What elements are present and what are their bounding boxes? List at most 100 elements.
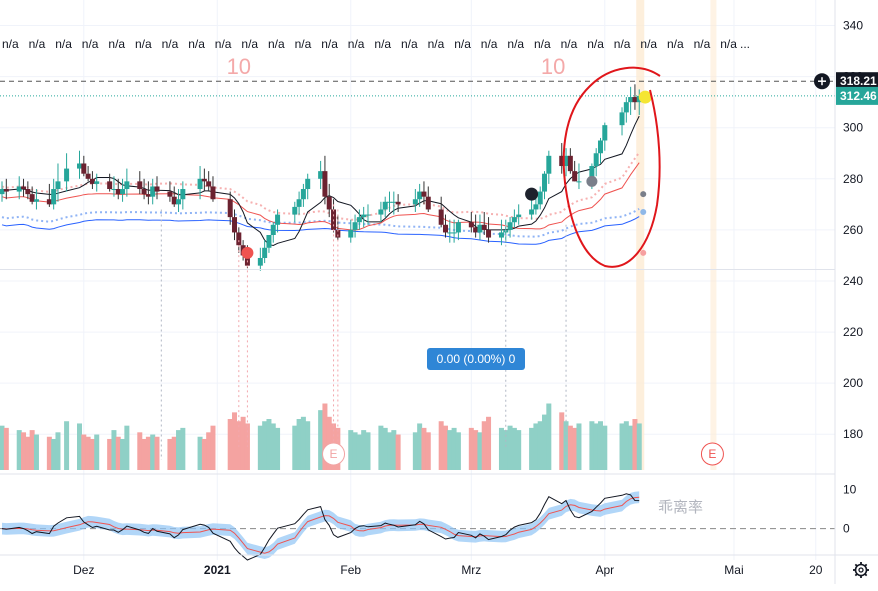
candle-body (46, 199, 52, 205)
candle-body (257, 257, 263, 266)
na-value: n/a (561, 37, 578, 51)
candle-body (33, 199, 39, 202)
na-value: n/a (694, 37, 711, 51)
price-tick-label: 180 (843, 427, 863, 441)
add-alert-icon[interactable] (814, 73, 830, 90)
candle-body (619, 112, 625, 126)
candle-body (563, 155, 569, 167)
candle-body (632, 97, 638, 103)
candle-body (425, 196, 431, 210)
volume-bar (473, 430, 479, 470)
future-date-highlight (710, 0, 717, 470)
volume-bar (511, 427, 517, 470)
volume-bar (348, 430, 354, 470)
na-value: n/a (374, 37, 391, 51)
candle-body (628, 97, 634, 103)
volume-bar (417, 423, 423, 470)
volume-bar (270, 423, 276, 470)
candle-body (81, 163, 87, 174)
candle-body (378, 209, 384, 215)
candle-body (197, 178, 203, 190)
candle-body (361, 214, 367, 218)
signal-dot-yellow (638, 90, 652, 104)
volume-bar (141, 438, 147, 470)
volume-bar (412, 432, 418, 470)
volume-bar (46, 436, 52, 470)
date-highlight-band (636, 0, 717, 470)
candle-body (559, 155, 565, 167)
volume-bar (257, 425, 263, 470)
candle-body (270, 224, 276, 235)
candle-body (305, 178, 311, 190)
na-value: n/a (640, 37, 657, 51)
candle-body (0, 189, 5, 195)
volume-bar (29, 430, 35, 470)
candle-body (417, 191, 423, 200)
na-value: n/a (268, 37, 285, 51)
earnings-label: E (708, 447, 716, 461)
volume-bar (619, 423, 625, 470)
candle-body (3, 189, 9, 192)
candle-body (387, 201, 393, 203)
candle-body (451, 232, 457, 234)
time-tick-label: 2021 (204, 563, 231, 577)
volume-bar (145, 436, 151, 470)
volume-bar (300, 416, 306, 470)
candle-body (477, 224, 483, 233)
volume-bar (572, 427, 578, 470)
candle-body (352, 222, 358, 230)
price-reference-lines (0, 80, 835, 270)
volume-bar (447, 430, 453, 470)
signal-dot-dark (525, 187, 539, 201)
candle-body (537, 191, 543, 205)
candle-body (516, 214, 522, 218)
volume-bar (124, 425, 130, 470)
gear-ring (854, 563, 868, 577)
candle-body (29, 194, 35, 202)
volume-bar (77, 423, 83, 470)
volume-bar (275, 427, 281, 470)
volume-bar (477, 432, 483, 470)
time-tick-label: Dez (73, 563, 94, 577)
oscillator-tick: 0 (843, 522, 850, 536)
candle-body (546, 155, 552, 174)
na-value: n/a (215, 37, 232, 51)
candle-body (395, 201, 401, 205)
price-tick-label: 200 (843, 376, 863, 390)
candle-body (593, 153, 599, 167)
gear-hub (858, 567, 864, 573)
sell-signal-dot (241, 246, 254, 259)
measure-label-text: 0.00 (0.00%) 0 (437, 352, 516, 366)
ma-end-dot-red (640, 249, 647, 256)
candlesticks (0, 84, 642, 271)
candle-body (326, 196, 332, 210)
candle-body (292, 206, 298, 215)
gear-tooth (864, 573, 868, 577)
volume-bar (64, 421, 70, 470)
volume-bar (628, 425, 634, 470)
chart-grid (0, 0, 835, 560)
volume-bar (201, 438, 207, 470)
price-tick-label: 260 (843, 223, 863, 237)
long-moving-average-band (1, 208, 640, 238)
hand-drawn-circle-annotation[interactable] (562, 66, 661, 268)
candle-body (201, 178, 207, 182)
volume-bar (597, 421, 603, 470)
volume-bar (232, 412, 238, 470)
candle-body (322, 171, 328, 197)
na-value: n/a (401, 37, 418, 51)
pattern-count-label: 10 (541, 54, 565, 79)
na-value: n/a (587, 37, 604, 51)
gear-icon[interactable] (853, 562, 869, 578)
candle-body (455, 222, 461, 233)
oscillator-tick: 10 (843, 483, 857, 497)
volume-bar (421, 427, 427, 470)
volume-bar (206, 432, 212, 470)
ma-end-dot-blue (640, 209, 647, 216)
volume-bar (503, 430, 509, 470)
candle-body (94, 181, 100, 184)
candle-body (318, 171, 324, 179)
na-value: n/a (82, 37, 99, 51)
volume-bar (154, 436, 160, 470)
